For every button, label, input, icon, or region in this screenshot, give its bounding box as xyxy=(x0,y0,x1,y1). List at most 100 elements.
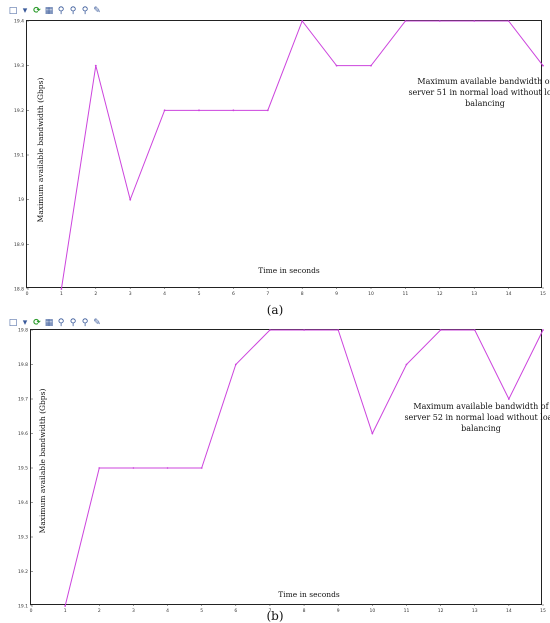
data-point xyxy=(438,20,441,22)
x-tick-label: 5 xyxy=(200,608,203,614)
data-point xyxy=(98,467,101,469)
x-tick-label: 4 xyxy=(163,291,166,297)
annotation-line: server 51 in normal load without load xyxy=(408,88,550,97)
data-point xyxy=(129,198,132,201)
y-tick-label: 19.2 xyxy=(14,108,24,114)
zoom-out-icon[interactable]: ⚲ xyxy=(69,6,77,16)
x-tick-label: 12 xyxy=(438,608,444,614)
data-point xyxy=(269,329,271,331)
chart-annotation: Maximum available bandwidth of server 51 … xyxy=(408,77,550,108)
x-tick-label: 2 xyxy=(98,608,101,614)
zoom-out-icon[interactable]: ⚲ xyxy=(69,318,77,328)
data-point xyxy=(303,329,305,331)
x-tick-label: 11 xyxy=(404,608,410,614)
grid-icon[interactable]: ▦ xyxy=(44,318,54,328)
zoom-in-icon[interactable]: ⚲ xyxy=(57,318,65,328)
x-tick-label: 15 xyxy=(540,608,546,614)
x-tick-label: 8 xyxy=(301,291,304,297)
data-point xyxy=(473,329,476,331)
x-tick-label: 13 xyxy=(472,608,478,614)
x-tick-label: 7 xyxy=(266,291,269,297)
annotation-line: Maximum available bandwidth of xyxy=(417,77,550,86)
dropdown-icon[interactable]: ▾ xyxy=(22,318,28,328)
pen-icon[interactable]: ✎ xyxy=(93,318,101,328)
y-tick-label: 19.1 xyxy=(14,153,24,159)
x-tick-label: 1 xyxy=(64,608,67,614)
x-tick-label: 0 xyxy=(30,608,33,614)
figure-b: □ ▾ ⟳ ▦ ⚲ ⚲ ⚲ ✎ 0 1 2 3 4 5 6 7 8 9 10 11 12 13 14 15 19… xyxy=(0,312,550,615)
annotation-line: balancing xyxy=(465,99,505,108)
x-tick-label: 14 xyxy=(506,291,512,297)
y-axis-label: Maximum available bandwidth (Gbps) xyxy=(38,389,47,534)
figure-a: □ ▾ ⟳ ▦ ⚲ ⚲ ⚲ ✎ 0 1 2 3 4 5 6 7 8 9 10 11 12 13 14 15 18… xyxy=(0,0,550,300)
x-tick-label: 13 xyxy=(471,291,477,297)
y-tick-label: 19.3 xyxy=(14,63,24,69)
data-point xyxy=(542,329,544,331)
y-tick-label: 19.6 xyxy=(18,431,28,437)
x-tick-label: 3 xyxy=(132,608,135,614)
data-point xyxy=(542,64,544,67)
x-tick-label: 6 xyxy=(232,291,235,297)
x-tick-label: 7 xyxy=(268,608,271,614)
grid-icon[interactable]: ▦ xyxy=(44,6,54,16)
x-tick-label: 1 xyxy=(60,291,63,297)
zoom-in-icon[interactable]: ⚲ xyxy=(57,6,65,16)
x-axis-label: Time in seconds xyxy=(278,590,340,599)
y-tick-label: 19.4 xyxy=(14,19,24,25)
series-line xyxy=(64,329,544,607)
x-tick-label: 8 xyxy=(303,608,306,614)
refresh-icon[interactable]: ⟳ xyxy=(33,6,41,16)
y-tick-label: 19 xyxy=(18,197,24,203)
x-axis-label: Time in seconds xyxy=(258,266,320,275)
data-point xyxy=(473,20,476,22)
y-tick-label: 19.4 xyxy=(18,500,28,506)
plot-area: 0 1 2 3 4 5 6 7 8 9 10 11 12 13 14 15 18.8 18.9 19 19.1 19.2… xyxy=(14,19,550,298)
y-tick-label: 19.7 xyxy=(18,397,28,403)
zoom-fit-icon[interactable]: ⚲ xyxy=(81,318,89,328)
refresh-icon[interactable]: ⟳ xyxy=(33,318,41,328)
dropdown-icon[interactable]: ▾ xyxy=(22,6,28,16)
new-file-icon[interactable]: □ xyxy=(8,318,18,328)
zoom-fit-icon[interactable]: ⚲ xyxy=(81,6,89,16)
y-axis-label: Maximum available bandwidth (Gbps) xyxy=(36,78,45,223)
data-point xyxy=(507,20,510,22)
data-point xyxy=(132,467,135,469)
data-point xyxy=(335,64,338,67)
data-point xyxy=(198,109,200,112)
y-tick-label: 19.1 xyxy=(18,604,28,610)
annotation-line: balancing xyxy=(461,424,501,433)
data-point xyxy=(94,64,97,67)
line-chart: 0 1 2 3 4 5 6 7 8 9 10 11 12 13 14 1519.119.219.319.419… xyxy=(18,328,550,615)
data-point xyxy=(371,432,374,435)
series-line xyxy=(60,19,544,290)
x-tick-label: 4 xyxy=(166,608,169,614)
data-point xyxy=(266,109,269,112)
data-point xyxy=(404,20,407,22)
annotation-line: server 52 in normal load without load xyxy=(404,413,550,422)
data-point xyxy=(64,605,67,607)
new-file-icon[interactable]: □ xyxy=(8,6,18,16)
x-tick-label: 12 xyxy=(437,291,443,297)
data-point xyxy=(439,329,442,331)
data-point xyxy=(337,329,340,331)
data-point xyxy=(166,467,169,469)
y-tick-label: 19.2 xyxy=(18,569,28,575)
data-point xyxy=(163,109,166,112)
x-tick-label: 5 xyxy=(198,291,201,297)
plot-area: 0 1 2 3 4 5 6 7 8 9 10 11 12 13 14 15 19.1 19.2 19.3 19.4 19… xyxy=(18,328,550,615)
y-tick-label: 18.9 xyxy=(14,242,24,248)
y-tick-label: 19.8 xyxy=(18,328,28,334)
data-point xyxy=(507,398,510,400)
x-tick-label: 0 xyxy=(26,291,29,297)
x-tick-label: 9 xyxy=(337,608,340,614)
plot-toolbar: □ ▾ ⟳ ▦ ⚲ ⚲ ⚲ ✎ xyxy=(8,317,102,329)
line-chart: 0 1 2 3 4 5 6 7 8 9 10 11 12 13 14 1518.818.91919.119.2… xyxy=(14,19,550,298)
x-tick-label: 9 xyxy=(335,291,338,297)
x-tick-label: 10 xyxy=(369,608,375,614)
data-point xyxy=(301,20,304,22)
y-tick-label: 19.5 xyxy=(18,466,28,472)
pen-icon[interactable]: ✎ xyxy=(93,6,101,16)
y-tick-label: 18.8 xyxy=(14,287,24,293)
x-tick-label: 6 xyxy=(234,608,237,614)
y-tick-label: 19.8 xyxy=(18,362,28,368)
